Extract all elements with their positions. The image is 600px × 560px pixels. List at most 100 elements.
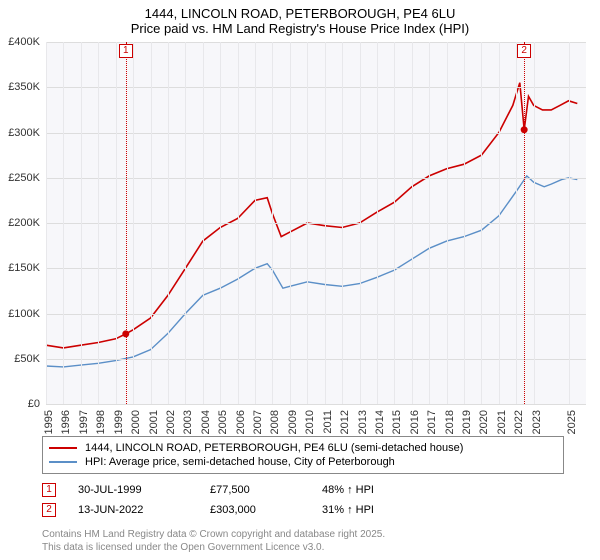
trade-row: 2 13-JUN-2022 £303,000 31% ↑ HPI: [42, 500, 564, 520]
trade-date: 13-JUN-2022: [78, 504, 188, 516]
marker-badge: 2: [517, 44, 531, 58]
x-axis-label: 2003: [182, 410, 194, 434]
x-axis-label: 2004: [200, 410, 212, 434]
footer-line-2: This data is licensed under the Open Gov…: [42, 542, 564, 555]
y-axis-label: £350K: [0, 81, 40, 93]
gridline: [46, 133, 586, 134]
x-axis-label: 2016: [409, 410, 421, 434]
x-tick: [255, 42, 256, 404]
x-tick: [46, 42, 47, 404]
x-tick: [81, 42, 82, 404]
x-axis-label: 2017: [426, 410, 438, 434]
title-line-2: Price paid vs. HM Land Registry's House …: [0, 21, 600, 36]
marker-badge: 1: [42, 483, 56, 497]
x-tick: [168, 42, 169, 404]
chart-area: £0£50K£100K£150K£200K£250K£300K£350K£400…: [46, 42, 586, 404]
x-axis-label: 1998: [95, 410, 107, 434]
x-tick: [116, 42, 117, 404]
marker-badge: 1: [119, 44, 133, 58]
x-axis-label: 2021: [496, 410, 508, 434]
trade-price: £303,000: [210, 504, 300, 516]
x-tick: [63, 42, 64, 404]
y-axis-label: £300K: [0, 127, 40, 139]
x-axis-label: 1996: [60, 410, 72, 434]
x-tick: [534, 42, 535, 404]
title-line-1: 1444, LINCOLN ROAD, PETERBOROUGH, PE4 6L…: [0, 6, 600, 21]
marker-line: [524, 42, 525, 404]
y-axis-label: £250K: [0, 172, 40, 184]
x-tick: [98, 42, 99, 404]
x-tick: [342, 42, 343, 404]
trade-price: £77,500: [210, 484, 300, 496]
x-tick: [481, 42, 482, 404]
x-axis-label: 2006: [235, 410, 247, 434]
y-axis-label: £0: [0, 398, 40, 410]
x-axis-label: 2015: [391, 410, 403, 434]
gridline: [46, 42, 586, 43]
y-axis-label: £150K: [0, 262, 40, 274]
x-axis-label: 2007: [252, 410, 264, 434]
x-tick: [325, 42, 326, 404]
trade-date: 30-JUL-1999: [78, 484, 188, 496]
x-axis-label: 1995: [43, 410, 55, 434]
x-axis-label: 2005: [217, 410, 229, 434]
x-tick: [447, 42, 448, 404]
gridline: [46, 87, 586, 88]
x-tick: [307, 42, 308, 404]
legend-row: HPI: Average price, semi-detached house,…: [49, 455, 557, 469]
gridline: [46, 314, 586, 315]
x-tick: [516, 42, 517, 404]
x-tick: [377, 42, 378, 404]
x-tick: [133, 42, 134, 404]
x-tick: [360, 42, 361, 404]
x-tick: [464, 42, 465, 404]
x-tick: [272, 42, 273, 404]
x-axis-label: 2023: [531, 410, 543, 434]
x-axis-label: 2022: [513, 410, 525, 434]
legend: 1444, LINCOLN ROAD, PETERBOROUGH, PE4 6L…: [42, 436, 564, 474]
x-axis-label: 2025: [566, 410, 578, 434]
x-tick: [394, 42, 395, 404]
y-axis-label: £100K: [0, 308, 40, 320]
x-axis-label: 1997: [78, 410, 90, 434]
y-axis-label: £200K: [0, 217, 40, 229]
x-axis-label: 2002: [165, 410, 177, 434]
trade-list: 1 30-JUL-1999 £77,500 48% ↑ HPI 2 13-JUN…: [42, 480, 564, 520]
x-axis-label: 2018: [444, 410, 456, 434]
x-axis-label: 2011: [322, 410, 334, 434]
x-axis-label: 2013: [357, 410, 369, 434]
trade-delta: 31% ↑ HPI: [322, 504, 374, 516]
x-axis-label: 2001: [148, 410, 160, 434]
x-tick: [290, 42, 291, 404]
legend-row: 1444, LINCOLN ROAD, PETERBOROUGH, PE4 6L…: [49, 441, 557, 455]
x-axis-label: 2019: [461, 410, 473, 434]
x-tick: [151, 42, 152, 404]
x-tick: [220, 42, 221, 404]
x-axis-label: 2014: [374, 410, 386, 434]
gridline: [46, 268, 586, 269]
trade-row: 1 30-JUL-1999 £77,500 48% ↑ HPI: [42, 480, 564, 500]
x-axis-label: 2010: [304, 410, 316, 434]
x-tick: [203, 42, 204, 404]
chart-title: 1444, LINCOLN ROAD, PETERBOROUGH, PE4 6L…: [0, 0, 600, 38]
x-axis-label: 2008: [269, 410, 281, 434]
legend-label: HPI: Average price, semi-detached house,…: [85, 456, 395, 468]
x-axis-label: 2000: [130, 410, 142, 434]
x-tick: [429, 42, 430, 404]
marker-line: [126, 42, 127, 404]
y-axis-label: £50K: [0, 353, 40, 365]
gridline: [46, 404, 586, 405]
x-axis-label: 2020: [478, 410, 490, 434]
legend-swatch: [49, 447, 77, 449]
trade-delta: 48% ↑ HPI: [322, 484, 374, 496]
x-axis-label: 2012: [339, 410, 351, 434]
x-tick: [499, 42, 500, 404]
legend-swatch: [49, 461, 77, 463]
x-axis-label: 2009: [287, 410, 299, 434]
x-tick: [185, 42, 186, 404]
x-tick: [238, 42, 239, 404]
x-tick: [412, 42, 413, 404]
marker-badge: 2: [42, 503, 56, 517]
legend-label: 1444, LINCOLN ROAD, PETERBOROUGH, PE4 6L…: [85, 442, 463, 454]
x-tick: [569, 42, 570, 404]
